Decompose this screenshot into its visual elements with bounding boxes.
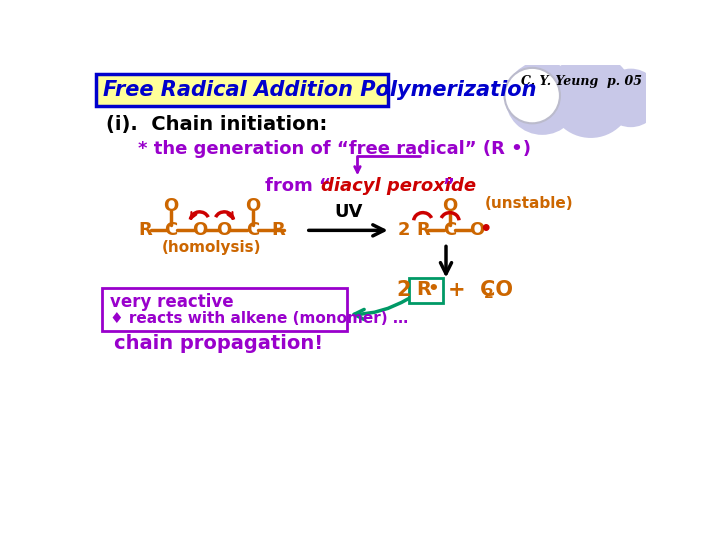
Text: 2: 2	[485, 287, 494, 301]
Text: chain propagation!: chain propagation!	[114, 334, 323, 353]
Text: O: O	[469, 221, 485, 239]
Text: R: R	[271, 221, 285, 239]
Text: •: •	[479, 220, 492, 239]
Text: (homolysis): (homolysis)	[162, 240, 261, 255]
Text: C: C	[164, 221, 178, 239]
Text: (unstable): (unstable)	[485, 196, 573, 211]
Text: * the generation of “free radical” (R •): * the generation of “free radical” (R •)	[138, 140, 531, 159]
Text: Free Radical Addition Polymerization: Free Radical Addition Polymerization	[102, 80, 536, 100]
Text: O: O	[192, 221, 207, 239]
Text: O: O	[217, 221, 232, 239]
Text: C: C	[246, 221, 259, 239]
Text: R: R	[139, 221, 153, 239]
Circle shape	[601, 69, 660, 127]
FancyBboxPatch shape	[96, 74, 388, 106]
Text: diacyl peroxide: diacyl peroxide	[321, 177, 477, 195]
Circle shape	[505, 68, 560, 123]
Text: from “: from “	[265, 177, 331, 195]
Text: ♦ reacts with alkene (monomer) …: ♦ reacts with alkene (monomer) …	[110, 310, 408, 326]
Text: C. Y. Yeung  p. 05: C. Y. Yeung p. 05	[521, 75, 642, 88]
Text: +  CO: + CO	[448, 280, 513, 300]
Text: very reactive: very reactive	[110, 293, 234, 311]
Text: O: O	[163, 197, 179, 215]
Text: (i).  Chain initiation:: (i). Chain initiation:	[106, 116, 327, 134]
Circle shape	[505, 61, 579, 135]
FancyBboxPatch shape	[409, 278, 443, 303]
Text: R: R	[416, 221, 430, 239]
Text: C: C	[444, 221, 456, 239]
Text: O: O	[442, 197, 457, 215]
Text: 2: 2	[397, 221, 410, 239]
Text: R: R	[416, 280, 431, 299]
Text: ”: ”	[442, 177, 454, 195]
Text: O: O	[245, 197, 261, 215]
Circle shape	[549, 53, 633, 138]
Text: UV: UV	[334, 203, 362, 221]
FancyBboxPatch shape	[102, 288, 348, 331]
Text: 2: 2	[397, 280, 411, 300]
Text: •: •	[427, 280, 438, 298]
